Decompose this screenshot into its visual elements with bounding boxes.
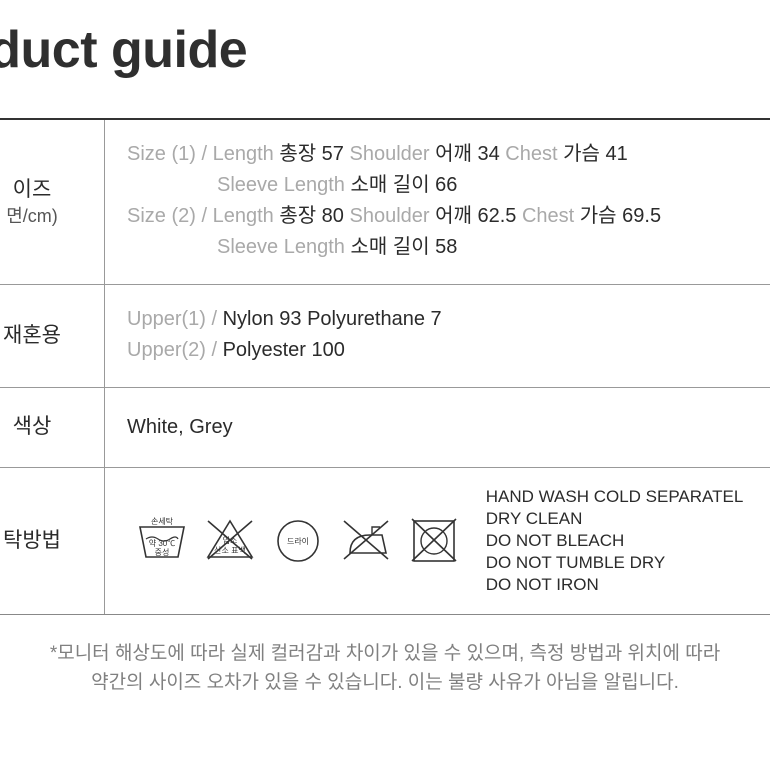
product-guide-table: 이즈 면/cm) Size (1) / Length 총장 57 Shoulde… xyxy=(0,118,770,615)
t: Chest xyxy=(505,143,557,165)
t: 가슴 69.5 xyxy=(580,205,661,227)
hand-wash-icon: 손세탁 약 30℃ 중성 xyxy=(132,513,192,569)
care-line: HAND WASH COLD SEPARATEL xyxy=(486,486,744,508)
label-sub: 면/cm) xyxy=(6,204,58,228)
t: 총장 80 xyxy=(279,205,344,227)
t: Nylon 93 Polyurethane 7 xyxy=(223,308,442,330)
t: Sleeve Length xyxy=(217,236,345,258)
t: Polyester 100 xyxy=(223,339,345,361)
no-bleach-icon: 염소 산소 표백 xyxy=(200,513,260,569)
t: Size (2) / Length xyxy=(127,205,274,227)
svg-text:드라이: 드라이 xyxy=(287,536,309,546)
care-line: DO NOT BLEACH xyxy=(486,530,744,552)
svg-text:염소: 염소 xyxy=(222,536,237,545)
content-material: Upper(1) / Nylon 93 Polyurethane 7 Upper… xyxy=(105,285,770,387)
color-value: White, Grey xyxy=(127,413,748,442)
no-tumble-dry-icon xyxy=(404,513,464,569)
footnote-line2: 약간의 사이즈 오차가 있을 수 있습니다. 이는 불량 사유가 아님을 알립니… xyxy=(26,669,744,698)
svg-text:손세탁: 손세탁 xyxy=(151,516,174,526)
t: Shoulder xyxy=(349,205,429,227)
svg-text:약 30℃: 약 30℃ xyxy=(148,538,174,548)
t: Upper(2) / xyxy=(127,339,217,361)
page-title: oduct guide xyxy=(0,20,247,80)
label-size: 이즈 면/cm) xyxy=(0,120,105,284)
t: Upper(1) / xyxy=(127,308,217,330)
care-line: DO NOT IRON xyxy=(486,574,744,596)
size-line-3: Size (2) / Length 총장 80 Shoulder 어깨 62.5… xyxy=(127,202,748,231)
label-text: 재혼용 xyxy=(3,322,61,350)
footnote-line1: *모니터 해상도에 따라 실제 컬러감과 차이가 있을 수 있으며, 측정 방법… xyxy=(26,640,744,669)
t: Size (1) / Length xyxy=(127,143,274,165)
care-line: DRY CLEAN xyxy=(486,508,744,530)
label-color: 색상 xyxy=(0,388,105,467)
row-material: 재혼용 Upper(1) / Nylon 93 Polyurethane 7 U… xyxy=(0,285,770,388)
t: 가슴 41 xyxy=(563,143,628,165)
t: 소매 길이 66 xyxy=(350,174,457,196)
label-material: 재혼용 xyxy=(0,285,105,387)
content-size: Size (1) / Length 총장 57 Shoulder 어깨 34 C… xyxy=(105,120,770,284)
svg-text:산소 표백: 산소 표백 xyxy=(214,545,246,555)
label-wash: 탁방법 xyxy=(0,468,105,614)
t: 어깨 34 xyxy=(435,143,500,165)
t: 총장 57 xyxy=(279,143,344,165)
t: Sleeve Length xyxy=(217,174,345,196)
size-line-1: Size (1) / Length 총장 57 Shoulder 어깨 34 C… xyxy=(127,140,748,169)
content-color: White, Grey xyxy=(105,388,770,467)
t: Shoulder xyxy=(349,143,429,165)
size-line-4: Sleeve Length 소매 길이 58 xyxy=(127,233,748,262)
page: oduct guide 이즈 면/cm) Size (1) / Length 총… xyxy=(0,0,770,770)
care-line: DO NOT TUMBLE DRY xyxy=(486,552,744,574)
t: 소매 길이 58 xyxy=(350,236,457,258)
svg-text:중성: 중성 xyxy=(154,548,169,557)
dry-clean-icon: 드라이 xyxy=(268,513,328,569)
label-text: 이즈 xyxy=(13,176,52,204)
mat-line-2: Upper(2) / Polyester 100 xyxy=(127,336,748,365)
label-text: 색상 xyxy=(13,413,52,441)
t: 어깨 62.5 xyxy=(435,205,516,227)
size-line-2: Sleeve Length 소매 길이 66 xyxy=(127,171,748,200)
label-text: 탁방법 xyxy=(3,527,61,555)
mat-line-1: Upper(1) / Nylon 93 Polyurethane 7 xyxy=(127,305,748,334)
row-wash: 탁방법 손세탁 약 30℃ 중성 xyxy=(0,468,770,614)
t: Chest xyxy=(522,205,574,227)
footnote: *모니터 해상도에 따라 실제 컬러감과 차이가 있을 수 있으며, 측정 방법… xyxy=(0,640,770,697)
care-text: HAND WASH COLD SEPARATEL DRY CLEAN DO NO… xyxy=(486,486,744,596)
row-color: 색상 White, Grey xyxy=(0,388,770,468)
care-icons: 손세탁 약 30℃ 중성 염소 산소 표백 xyxy=(132,513,464,569)
content-wash: 손세탁 약 30℃ 중성 염소 산소 표백 xyxy=(105,468,770,614)
row-size: 이즈 면/cm) Size (1) / Length 총장 57 Shoulde… xyxy=(0,120,770,285)
no-iron-icon xyxy=(336,513,396,569)
